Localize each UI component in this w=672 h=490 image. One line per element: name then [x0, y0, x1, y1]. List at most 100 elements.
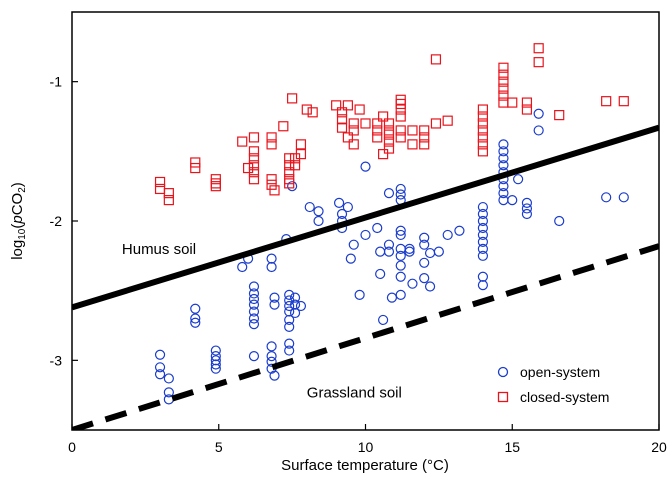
- point-closed-system: [372, 125, 383, 136]
- point-open-system: [618, 192, 629, 203]
- point-open-system: [498, 195, 509, 206]
- point-closed-system: [190, 157, 201, 168]
- y-tick-label: -3: [50, 352, 63, 368]
- point-open-system: [266, 356, 277, 367]
- point-open-system: [498, 153, 509, 164]
- x-tick-label: 0: [68, 439, 76, 455]
- point-closed-system: [498, 76, 509, 87]
- annotation-humus-soil: Humus soil: [122, 241, 196, 258]
- point-open-system: [372, 222, 383, 234]
- point-open-system: [498, 188, 509, 199]
- point-open-system: [404, 243, 415, 254]
- point-closed-system: [266, 132, 277, 143]
- point-open-system: [498, 139, 509, 150]
- point-open-system: [395, 183, 406, 195]
- point-open-system: [333, 197, 345, 208]
- point-open-system: [237, 261, 248, 273]
- point-closed-system: [336, 122, 348, 133]
- point-open-system: [248, 293, 260, 305]
- point-closed-system: [601, 96, 612, 107]
- point-closed-system: [266, 139, 277, 150]
- point-open-system: [395, 289, 406, 300]
- legend: open-system closed-system: [497, 364, 609, 405]
- point-closed-system: [248, 167, 260, 178]
- point-open-system: [521, 197, 533, 208]
- axis-ticks: 0 5 10 15 20 -1 -2 -3: [50, 74, 667, 455]
- point-closed-system: [348, 139, 359, 150]
- point-closed-system: [507, 97, 518, 108]
- point-open-system: [375, 268, 386, 280]
- legend-marker-closed-system: [497, 391, 509, 403]
- point-open-system: [477, 279, 488, 291]
- point-closed-system: [287, 93, 298, 104]
- point-open-system: [477, 236, 488, 247]
- solid-trend-line: [72, 124, 659, 311]
- y-axis-title-suffix: ): [9, 182, 26, 187]
- point-open-system: [190, 303, 201, 314]
- point-closed-system: [278, 121, 289, 132]
- point-closed-system: [498, 90, 509, 101]
- point-closed-system: [498, 83, 509, 94]
- point-open-system: [248, 299, 260, 310]
- point-open-system: [336, 208, 348, 220]
- x-tick-label: 10: [358, 439, 374, 455]
- point-open-system: [477, 243, 488, 254]
- point-closed-system: [521, 97, 533, 108]
- point-closed-system: [372, 132, 383, 143]
- point-open-system: [284, 321, 295, 332]
- y-tick-label: -1: [50, 74, 63, 90]
- point-closed-system: [395, 104, 406, 115]
- y-axis-title-prefix: log: [9, 240, 26, 260]
- point-closed-system: [419, 132, 430, 143]
- point-open-system: [498, 181, 509, 192]
- point-open-system: [424, 247, 436, 259]
- point-closed-system: [295, 149, 307, 160]
- point-open-system: [210, 363, 221, 374]
- point-closed-system: [477, 146, 488, 157]
- point-open-system: [313, 206, 324, 217]
- point-open-system: [190, 313, 201, 324]
- point-closed-system: [372, 118, 383, 129]
- point-closed-system: [477, 125, 488, 136]
- y-axis-title-gas: CO: [9, 193, 26, 216]
- point-closed-system: [498, 69, 509, 80]
- y-axis-title-gas-sub: 2: [17, 187, 28, 193]
- point-open-system: [383, 188, 395, 199]
- point-open-system: [477, 250, 488, 261]
- point-closed-system: [348, 118, 359, 129]
- point-open-system: [248, 288, 260, 299]
- point-closed-system: [498, 97, 509, 108]
- x-axis-title: Surface temperature (°C): [281, 457, 449, 474]
- y-axis-title-italic: p: [9, 215, 26, 224]
- point-open-system: [248, 351, 260, 362]
- point-open-system: [210, 359, 221, 370]
- point-closed-system: [477, 104, 488, 115]
- point-open-system: [395, 271, 406, 282]
- y-axis-title-sub: 10: [17, 228, 28, 240]
- point-open-system: [533, 125, 544, 136]
- point-open-system: [375, 246, 386, 257]
- point-closed-system: [383, 129, 395, 140]
- point-open-system: [248, 319, 260, 330]
- point-open-system: [395, 250, 406, 261]
- point-open-system: [442, 229, 453, 241]
- point-open-system: [313, 215, 324, 227]
- point-closed-system: [284, 153, 295, 164]
- point-open-system: [433, 246, 444, 257]
- point-open-system: [284, 345, 295, 356]
- point-closed-system: [154, 183, 166, 195]
- point-open-system: [289, 307, 301, 319]
- point-closed-system: [266, 174, 277, 185]
- point-open-system: [383, 239, 395, 250]
- legend-label-closed-system: closed-system: [520, 389, 609, 405]
- point-open-system: [521, 203, 533, 214]
- y-axis-title: log10(pCO2): [9, 182, 28, 260]
- x-tick-label: 20: [651, 439, 667, 455]
- point-open-system: [513, 174, 524, 185]
- point-open-system: [266, 341, 277, 352]
- point-closed-system: [395, 98, 406, 110]
- point-open-system: [533, 108, 544, 119]
- point-open-system: [395, 229, 406, 241]
- point-open-system: [354, 289, 365, 300]
- legend-marker-open-system: [497, 366, 509, 378]
